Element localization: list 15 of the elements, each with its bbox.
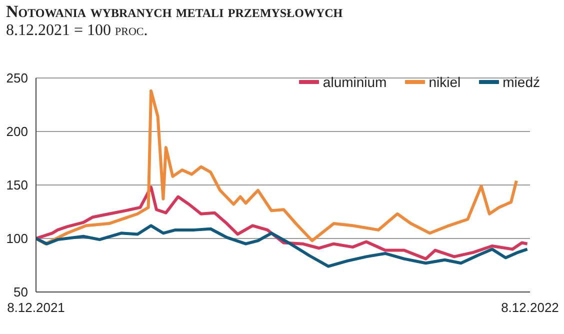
legend-label: miedź <box>502 74 540 90</box>
y-tick-label: 150 <box>6 178 28 193</box>
line-series <box>36 89 518 246</box>
x-tick-label: 8.12.2022 <box>501 300 559 315</box>
chart-title: Notowania wybranych metali przemysłowych <box>6 2 343 22</box>
line-series <box>36 224 529 268</box>
y-tick-label: 200 <box>6 124 28 140</box>
x-tick-label: 8.12.2021 <box>7 300 65 315</box>
y-tick-label: 50 <box>14 284 28 300</box>
legend-label: nikiel <box>428 74 461 90</box>
legend-label: aluminium <box>322 74 387 90</box>
y-tick-label: 250 <box>6 70 28 86</box>
chart-subtitle: 8.12.2021 = 100 proc. <box>6 22 148 40</box>
line-series <box>36 186 529 260</box>
y-tick-label: 100 <box>6 231 28 246</box>
